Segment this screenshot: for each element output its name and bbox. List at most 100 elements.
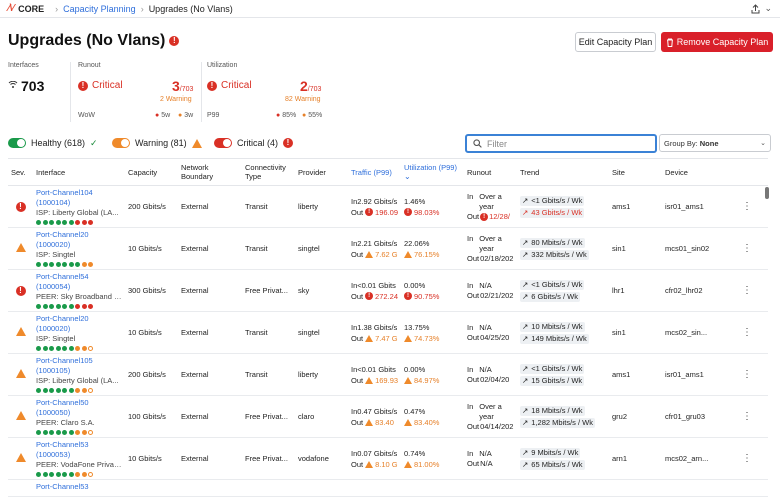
col-network-boundary[interactable]: Network Boundary	[178, 158, 242, 186]
warning-small-icon	[404, 376, 412, 384]
col-connectivity-type[interactable]: Connectivity Type	[242, 158, 295, 186]
kebab-icon: ⋮	[742, 369, 752, 380]
interface-provider-label: ISP: Liberty Global (LA...	[36, 208, 119, 217]
col-traffic[interactable]: Traffic (P99)	[348, 158, 401, 186]
interface-cell[interactable]: Port-Channel104 (1000104) ISP: Liberty Glo…	[33, 185, 125, 228]
healthy-toggle[interactable]: Healthy (618) ✓	[8, 138, 98, 148]
interface-cell[interactable]: Port-Channel105 (1000105) ISP: Liberty Glo…	[33, 353, 125, 396]
table-row[interactable]: ! Port-Channel104 (1000104) ISP: Liberty Gl…	[8, 185, 768, 228]
site-cell: lhr1	[609, 269, 662, 312]
critical-toggle[interactable]: Critical (4) !	[214, 138, 294, 148]
boundary-cell	[178, 479, 242, 497]
health-dot	[81, 472, 87, 477]
interface-id[interactable]: (1000054)	[36, 282, 71, 291]
edit-capacity-plan-button[interactable]: Edit Capacity Plan	[575, 32, 656, 52]
severity-cell	[8, 479, 33, 497]
interface-id[interactable]: (1000053)	[36, 450, 71, 459]
interface-link[interactable]: Port-Channel53	[36, 440, 89, 449]
group-by-select[interactable]: Group By: None ⌄	[659, 134, 771, 152]
col-device[interactable]: Device	[662, 158, 726, 186]
util-55-dot: ●	[302, 112, 307, 119]
row-menu-button[interactable]	[726, 479, 768, 497]
table-row[interactable]: Port-Channel105 (1000105) ISP: Liberty Glo…	[8, 353, 768, 396]
healthy-switch[interactable]	[8, 138, 26, 148]
filter-input[interactable]: Filter	[465, 134, 657, 153]
table-row[interactable]: Port-Channel50 (1000050) PEER: Claro S.A. 1…	[8, 395, 768, 438]
interface-id[interactable]: (1000020)	[36, 324, 71, 333]
table-row[interactable]: Port-Channel20 (1000020) ISP: Singtel 10 Gb…	[8, 311, 768, 354]
col-capacity[interactable]: Capacity	[125, 158, 178, 186]
interface-cell[interactable]: Port-Channel54 (1000054) PEER: Sky Broadba…	[33, 269, 125, 312]
capacity-cell	[125, 479, 178, 497]
runout-in-label: In	[467, 191, 474, 201]
summary-stats: Interfaces 703 Runout ! Critical 3 /703 …	[0, 60, 780, 128]
warning-toggle[interactable]: Warning (81)	[112, 138, 202, 148]
row-menu-button[interactable]: ⋮	[726, 185, 768, 228]
share-button[interactable]: ⌄	[751, 3, 772, 14]
col-interface[interactable]: Interface	[33, 158, 125, 186]
col-trend[interactable]: Trend	[517, 158, 609, 186]
site-cell: sin1	[609, 227, 662, 270]
col-utilization-label: Utilization (P99)	[404, 163, 457, 172]
breadcrumb-capacity-planning[interactable]: Capacity Planning	[63, 3, 136, 14]
row-menu-button[interactable]: ⋮	[726, 269, 768, 312]
table-scrollbar[interactable]	[765, 187, 769, 199]
runout-in: N/A	[479, 364, 492, 374]
interface-link[interactable]: Port-Channel104	[36, 188, 93, 197]
critical-switch[interactable]	[214, 138, 232, 148]
col-runout[interactable]: Runout	[464, 158, 517, 186]
health-dot	[36, 430, 41, 435]
app-name[interactable]: CORE	[18, 3, 45, 14]
col-provider[interactable]: Provider	[295, 158, 348, 186]
interface-cell[interactable]: Port-Channel50 (1000050) PEER: Claro S.A.	[33, 395, 125, 438]
health-dot	[36, 304, 41, 309]
interface-cell[interactable]: Port-Channel20 (1000020) ISP: Singtel	[33, 227, 125, 270]
col-sev[interactable]: Sev.	[8, 158, 33, 186]
interface-cell[interactable]: Port-Channel53	[33, 479, 125, 497]
interface-link[interactable]: Port-Channel20	[36, 314, 89, 323]
row-menu-button[interactable]: ⋮	[726, 437, 768, 480]
trend-out-text: 65 Mbits/s / Wk	[531, 459, 583, 469]
trend-out-text: 15 Gbits/s / Wk	[531, 375, 583, 385]
interface-provider-label: ISP: Singtel	[36, 250, 76, 259]
table-row[interactable]: Port-Channel20 (1000020) ISP: Singtel 10 Gb…	[8, 227, 768, 270]
row-menu-button[interactable]: ⋮	[726, 311, 768, 354]
interface-cell[interactable]: Port-Channel53 (1000053) PEER: VodaFone Pr…	[33, 437, 125, 480]
table-row[interactable]: ! Port-Channel54 (1000054) PEER: Sky Broadb…	[8, 269, 768, 312]
interface-link[interactable]: Port-Channel54	[36, 272, 89, 281]
device-cell: cfr02_lhr02	[662, 269, 726, 312]
table-row[interactable]: Port-Channel53 (1000053) PEER: VodaFone Pr…	[8, 437, 768, 480]
utilization-55: 55%	[308, 112, 323, 119]
traffic-out: 7.47 G	[375, 333, 398, 343]
row-menu-button[interactable]: ⋮	[726, 227, 768, 270]
chevron-down-icon: ⌄	[760, 140, 766, 147]
util-out-line: 76.15%	[404, 249, 461, 260]
table-row[interactable]: Port-Channel53	[8, 479, 768, 497]
trend-out-text: 6 Gbits/s / Wk	[531, 291, 578, 301]
interface-link[interactable]: Port-Channel105	[36, 356, 93, 365]
remove-capacity-plan-button[interactable]: Remove Capacity Plan	[661, 32, 773, 52]
col-site[interactable]: Site	[609, 158, 662, 186]
interface-link[interactable]: Port-Channel20	[36, 230, 89, 239]
capacity-cell: 300 Gbits/s	[125, 269, 178, 312]
health-dot	[75, 262, 80, 267]
interface-link[interactable]: Port-Channel50	[36, 398, 89, 407]
critical-label: Critical (4)	[237, 138, 279, 148]
traffic-out: 169.93	[375, 375, 399, 385]
interface-id[interactable]: (1000050)	[36, 408, 71, 417]
runout-in-label: In	[467, 280, 474, 290]
runout-out: 02/04/20	[480, 374, 510, 384]
interface-id[interactable]: (1000105)	[36, 366, 71, 375]
col-utilization[interactable]: Utilization (P99) ⌄	[401, 158, 464, 186]
interface-id[interactable]: (1000020)	[36, 240, 71, 249]
critical-small-icon: !	[365, 292, 374, 300]
interface-cell[interactable]: Port-Channel20 (1000020) ISP: Singtel	[33, 311, 125, 354]
row-menu-button[interactable]: ⋮	[726, 395, 768, 438]
health-dot	[62, 262, 67, 267]
row-menu-button[interactable]: ⋮	[726, 353, 768, 396]
traffic-in: In1.38 Gbits/s	[351, 322, 398, 332]
warning-switch[interactable]	[112, 138, 130, 148]
filter-placeholder: Filter	[487, 138, 507, 149]
runout-cell	[464, 479, 517, 497]
interface-id[interactable]: (1000104)	[36, 198, 71, 207]
